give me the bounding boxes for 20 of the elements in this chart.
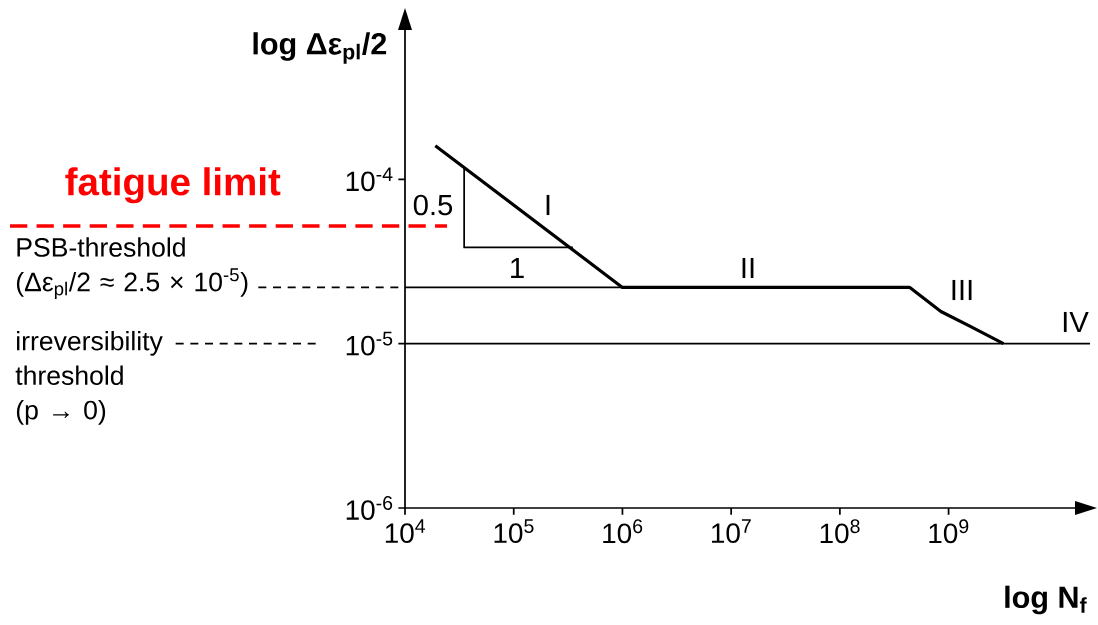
annotation: II — [742, 257, 754, 279]
y-axis-title: log Δε$_{pl}$/2 — [253, 32, 387, 64]
ref-line-label: fatigue limit — [65, 167, 281, 204]
annotation: 1 — [511, 257, 524, 279]
annotation: 0.5 — [413, 194, 453, 216]
x-tick-label: 10$^{7}$ — [712, 519, 751, 544]
x-tick-label: 10$^{4}$ — [385, 519, 426, 544]
y-tick-label: 10$^{-6}$ — [346, 496, 393, 520]
x-tick-label: 10$^{8}$ — [820, 519, 860, 544]
y-tick-label: 10$^{-4}$ — [346, 167, 393, 192]
annotation: IV — [1063, 311, 1089, 333]
annotation: I — [546, 194, 550, 216]
x-tick-label: 10$^{6}$ — [603, 519, 643, 544]
x-axis-title: log N$_{f}$ — [1005, 585, 1087, 615]
ref-line-label: irreversibility threshold (p → 0) — [15, 330, 163, 425]
annotation: III — [952, 279, 972, 301]
y-tick-label: 10$^{-5}$ — [346, 331, 393, 356]
x-tick-label: 10$^{9}$ — [929, 519, 969, 544]
x-tick-label: 10$^{5}$ — [494, 519, 534, 544]
ref-line-label: PSB-threshold (Δε$_{pl}$/2 ≈ 2.5 × 10$^{-5}$) — [16, 237, 248, 300]
